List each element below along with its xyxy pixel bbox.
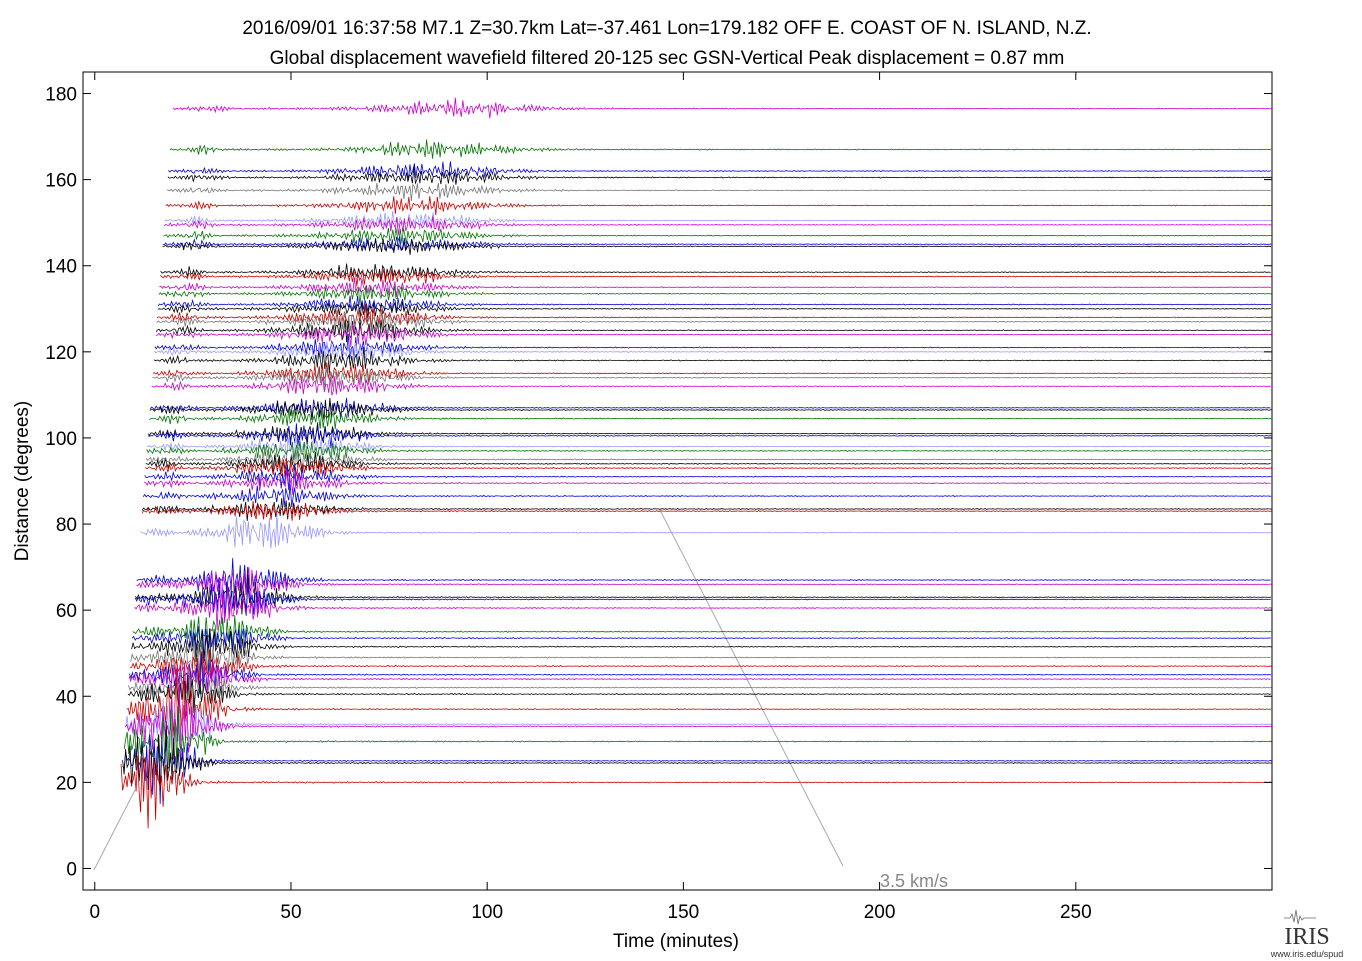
y-tick-label: 0 (66, 859, 77, 880)
trace (169, 139, 1272, 159)
trace (160, 263, 1271, 281)
trace (145, 449, 1272, 474)
travel-time-line (93, 789, 136, 871)
chart-title: 2016/09/01 16:37:58 M7.1 Z=30.7km Lat=-3… (242, 18, 1091, 39)
trace (122, 721, 1272, 792)
trace (160, 268, 1272, 287)
x-tick-label: 250 (1060, 902, 1092, 923)
plot-frame (82, 71, 1273, 891)
trace (159, 277, 1271, 298)
y-tick-label: 40 (56, 687, 77, 708)
trace (168, 161, 1272, 181)
trace (144, 470, 1271, 495)
x-tick-label: 100 (471, 902, 503, 923)
trace (158, 285, 1272, 305)
trace (131, 628, 1272, 664)
y-tick-label: 60 (56, 601, 77, 622)
trace (152, 362, 1272, 386)
trace (147, 423, 1272, 449)
trace (152, 367, 1272, 390)
logo-url: www.iris.edu/spud (1270, 949, 1344, 959)
trace (167, 166, 1272, 185)
y-tick-label: 80 (56, 515, 77, 536)
chart-subtitle: Global displacement wavefield filtered 2… (270, 48, 1065, 69)
logo-wiggle (1284, 909, 1316, 925)
trace (151, 375, 1271, 396)
trace (126, 668, 1272, 736)
trace (134, 588, 1272, 630)
travel-time-line (659, 509, 844, 867)
x-axis-label: Time (minutes) (613, 931, 739, 952)
trace (146, 441, 1272, 461)
trace (154, 333, 1271, 359)
traces (93, 97, 1272, 871)
trace (128, 665, 1272, 705)
trace (136, 567, 1272, 608)
trace (125, 683, 1272, 760)
trace (127, 675, 1272, 717)
trace (162, 238, 1272, 255)
trace (172, 97, 1272, 119)
trace (164, 211, 1272, 230)
trace (156, 310, 1272, 333)
trace (129, 653, 1271, 695)
trace (163, 227, 1272, 244)
trace (166, 182, 1271, 201)
trace (130, 638, 1271, 679)
trace (157, 302, 1271, 319)
trace (164, 216, 1272, 236)
trace (142, 484, 1272, 508)
trace (120, 748, 1272, 829)
trace (162, 236, 1272, 254)
x-tick-label: 50 (280, 902, 301, 923)
trace (153, 346, 1272, 373)
logo: IRIS (1284, 924, 1329, 950)
trace (148, 408, 1272, 430)
trace (155, 323, 1272, 348)
trace (134, 579, 1271, 617)
trace (145, 451, 1271, 475)
x-tick-label: 0 (89, 902, 100, 923)
axes: 0 50 100 150 200 250 0 20 40 60 80 100 120 140 160 180 (45, 72, 1272, 923)
trace (122, 734, 1272, 804)
trace (156, 303, 1272, 330)
x-tick-label: 200 (864, 902, 896, 923)
trace (125, 698, 1272, 756)
y-tick-label: 20 (56, 773, 77, 794)
trace (141, 498, 1272, 521)
trace (146, 435, 1271, 460)
trace (132, 615, 1272, 647)
trace (140, 512, 1272, 549)
trace (147, 422, 1272, 445)
y-tick-label: 120 (45, 343, 77, 364)
trace (154, 341, 1272, 364)
trace (129, 649, 1272, 684)
y-tick-label: 140 (45, 257, 77, 278)
trace (149, 397, 1272, 421)
trace (165, 196, 1272, 216)
annotation: 3.5 km/s (880, 871, 948, 891)
trace (135, 574, 1271, 615)
trace (141, 500, 1272, 521)
trace (128, 660, 1271, 697)
trace (131, 625, 1271, 662)
y-tick-label: 160 (45, 171, 77, 192)
trace (145, 457, 1272, 478)
y-tick-label: 180 (45, 85, 77, 106)
trace (157, 295, 1272, 313)
trace (123, 706, 1272, 771)
y-axis-label: Distance (degrees) (12, 401, 33, 562)
trace (144, 464, 1272, 491)
trace (136, 558, 1271, 595)
y-tick-label: 100 (45, 429, 77, 450)
x-tick-label: 150 (668, 902, 700, 923)
